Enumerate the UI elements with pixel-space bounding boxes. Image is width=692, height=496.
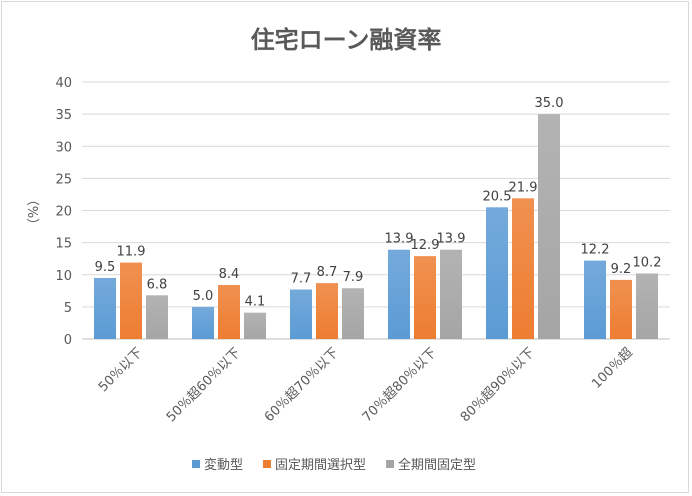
y-tick-label: 0: [64, 333, 72, 348]
bars: [94, 114, 658, 339]
y-tick-labels: 0 5 10 15 20 25 30 35 40: [55, 76, 72, 348]
x-tick-label: 100％超: [589, 345, 636, 392]
data-label: 4.1: [245, 295, 266, 310]
y-tick-label: 5: [64, 301, 72, 316]
y-axis-label: （%）: [27, 193, 42, 231]
bar: [414, 256, 436, 339]
legend-label: 変動型: [204, 457, 243, 473]
legend-label: 固定期間選択型: [275, 458, 366, 473]
data-label: 13.9: [437, 232, 466, 247]
x-tick-labels: 50％以下 50％超60％以下 60％超70％以下 70％超80％以下 80％超90％以…: [96, 345, 636, 425]
bar: [610, 279, 632, 339]
data-label: 20.5: [483, 189, 512, 204]
legend-swatch: [386, 460, 395, 468]
y-tick-label: 25: [55, 172, 72, 187]
data-label: 7.9: [343, 270, 364, 285]
bar: [94, 277, 116, 339]
bar: [218, 285, 240, 339]
data-label: 35.0: [535, 96, 564, 111]
y-tick-label: 15: [55, 237, 72, 252]
data-label: 21.9: [509, 180, 538, 195]
data-label: 8.4: [219, 267, 240, 282]
data-label: 13.9: [385, 232, 414, 247]
data-label: 12.9: [411, 238, 440, 253]
x-tick-label: 50％超60％以下: [164, 345, 244, 425]
y-tick-label: 40: [55, 76, 72, 91]
x-tick-label: 70％超80％以下: [360, 345, 440, 425]
data-label: 8.7: [317, 265, 338, 280]
bar: [244, 312, 266, 339]
y-tick-label: 20: [55, 205, 72, 220]
bar: [584, 260, 606, 339]
chart-title: 住宅ローン融資率: [251, 26, 442, 54]
x-tick-label: 60％超70％以下: [262, 345, 342, 425]
legend-swatch: [192, 460, 200, 468]
legend-label: 全期間固定型: [398, 457, 476, 473]
data-label: 6.8: [147, 277, 168, 292]
y-tick-label: 35: [55, 108, 72, 123]
x-tick-label: 80％超90％以下: [458, 345, 538, 425]
data-label: 9.5: [95, 260, 116, 275]
data-label: 5.0: [193, 289, 214, 304]
bar: [290, 289, 312, 339]
data-label: 10.2: [633, 255, 662, 270]
bar: [440, 249, 462, 339]
bar: [120, 262, 142, 339]
bar: [512, 198, 534, 339]
y-tick-label: 30: [55, 140, 72, 155]
bar: [636, 273, 658, 339]
bar: [146, 295, 168, 339]
bar: [192, 306, 214, 339]
bar: [538, 114, 560, 339]
legend-swatch: [263, 460, 272, 468]
bar: [388, 249, 410, 339]
data-label: 12.2: [581, 243, 610, 258]
y-tick-label: 10: [55, 269, 72, 284]
gridlines: [82, 81, 670, 340]
data-label: 11.9: [117, 245, 146, 260]
bar: [316, 283, 338, 339]
data-label: 7.7: [291, 272, 312, 287]
data-labels: 9.511.9 6.8 5.0 8.4 4.1 7.7 8.7 7.9 13.912.913.9…: [95, 96, 662, 310]
bar: [486, 207, 508, 339]
legend: 変動型 固定期間選択型 全期間固定型: [192, 457, 476, 473]
bar: [342, 288, 364, 339]
data-label: 9.2: [611, 262, 632, 277]
x-tick-label: 50％以下: [96, 345, 146, 395]
